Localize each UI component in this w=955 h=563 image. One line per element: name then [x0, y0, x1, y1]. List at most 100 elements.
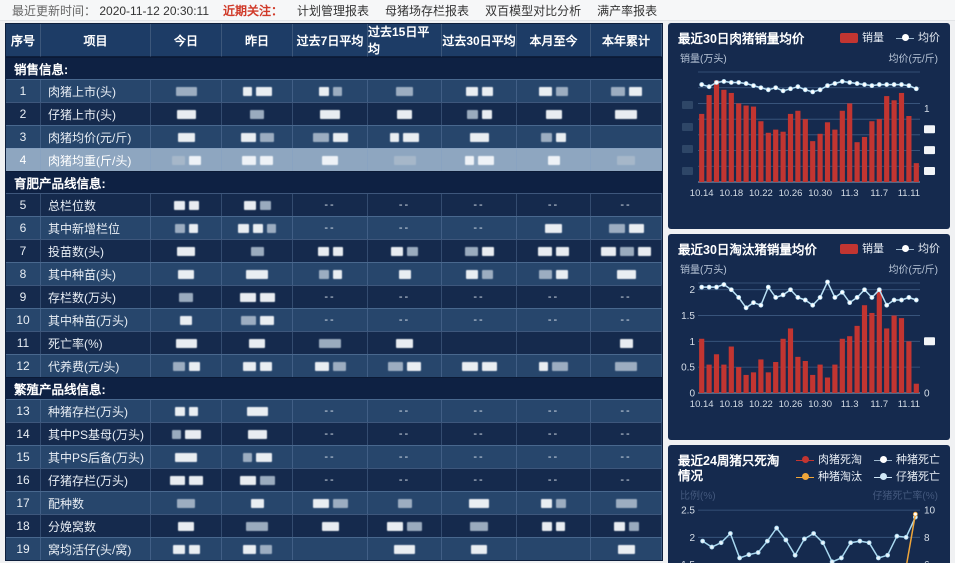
chart-card-1: 最近30日肉猪销量均价 销量 均价销量(万头) 均价(元/斤) 1 10.14 10.18 1… [668, 23, 950, 229]
redacted-block [239, 292, 256, 302]
legend-item[interactable]: 仔猪死亡 [874, 470, 940, 484]
chart-legend: 肉猪死淘 种猪死亡 种猪淘汰 仔猪死亡 [782, 453, 940, 484]
row-index: 15 [6, 446, 41, 468]
chart-head: 最近24周猪只死淘情况 肉猪死淘 种猪死亡 种猪淘汰 仔猪死亡 [678, 453, 940, 484]
redacted-value [151, 155, 221, 165]
empty-value-dashes: -- [473, 405, 485, 417]
chart-plot[interactable]: 1 10.14 10.18 10.22 10.26 10.30 11.3 11.7 11.11 [678, 66, 940, 218]
redacted-value [151, 269, 221, 279]
cell-value [222, 492, 293, 514]
legend-label: 仔猪死亡 [896, 471, 940, 483]
cell-value [591, 263, 662, 285]
empty-value-dashes: -- [324, 428, 336, 440]
cell-value [368, 332, 442, 354]
y-left-axis-name: 比例(%) [680, 491, 716, 502]
table-row[interactable]: 4 肉猪均重(斤/头) [6, 148, 662, 171]
table-row[interactable]: 18 分娩窝数 [6, 514, 662, 537]
redacted-value [368, 361, 441, 371]
redacted-value [222, 86, 292, 96]
redacted-value [368, 109, 441, 119]
redacted-block [556, 246, 569, 256]
report-link[interactable]: 母猪场存栏报表 [385, 3, 470, 18]
chart-title: 最近30日肉猪销量均价 [678, 32, 805, 46]
legend-line-marker [896, 33, 914, 43]
row-label: 窝均活仔(头/窝) [41, 538, 151, 560]
cell-value [442, 103, 517, 125]
cell-value [222, 103, 293, 125]
cell-value [222, 446, 293, 468]
chart-legend: 销量 均价 [840, 242, 940, 256]
redacted-value [293, 109, 367, 119]
legend-item[interactable]: 种猪死亡 [874, 453, 940, 467]
redacted-block [481, 361, 497, 371]
legend-line-marker [796, 455, 814, 465]
cell-value [151, 309, 222, 331]
redacted-value [517, 246, 590, 256]
redacted-value [222, 406, 292, 416]
redacted-block [628, 86, 642, 96]
chart-plot[interactable]: 2.5 2 1.5 10 8 6 [678, 503, 940, 563]
empty-value-dashes: -- [547, 199, 560, 211]
table-row[interactable]: 1 肉猪上市(头) [6, 79, 662, 102]
redacted-block [259, 315, 274, 325]
cell-value: -- [368, 309, 442, 331]
report-link[interactable]: 计划管理报表 [297, 3, 370, 18]
table-row[interactable]: 6 其中新增栏位 -- -- -- [6, 216, 662, 239]
redacted-value [222, 132, 292, 142]
svg-text:10.14: 10.14 [690, 399, 714, 410]
redacted-value [151, 544, 221, 554]
svg-text:11.7: 11.7 [870, 188, 888, 199]
svg-text:10.22: 10.22 [749, 399, 773, 410]
redacted-value [517, 361, 590, 371]
cell-value [517, 217, 591, 239]
chart-plot[interactable]: 21.510.50 010.14 10.18 10.22 10.26 10.30 11.3 1… [678, 277, 940, 429]
table-row[interactable]: 8 其中种苗(头) [6, 262, 662, 285]
table-row[interactable]: 7 投苗数(头) [6, 239, 662, 262]
legend-item[interactable]: 均价 [896, 242, 940, 256]
table-row[interactable]: 10 其中种苗(万头) -- -- -- -- -- [6, 308, 662, 331]
table-row[interactable]: 2 仔猪上市(头) [6, 102, 662, 125]
empty-value-dashes: -- [398, 405, 411, 417]
table-row[interactable]: 5 总栏位数 -- -- -- -- -- [6, 193, 662, 216]
table-row[interactable]: 13 种猪存栏(万头) -- -- -- -- -- [6, 399, 662, 422]
table-row[interactable]: 3 肉猪均价(元/斤) [6, 125, 662, 148]
table-row[interactable]: 15 其中PS后备(万头) -- -- -- -- -- [6, 445, 662, 468]
svg-text:10.18: 10.18 [719, 188, 743, 199]
cell-value [293, 355, 368, 377]
table-row[interactable]: 19 窝均活仔(头/窝) [6, 537, 662, 560]
table-row[interactable]: 12 代养费(元/头) [6, 354, 662, 377]
table-row[interactable]: 17 配种数 [6, 491, 662, 514]
redacted-block [556, 269, 568, 279]
cell-value [442, 149, 517, 171]
y-right-axis-name: 均价(元/斤) [888, 265, 938, 276]
cell-value: -- [517, 469, 591, 491]
cell-value [151, 355, 222, 377]
redacted-block [610, 86, 625, 96]
cell-value: -- [517, 194, 591, 216]
report-link[interactable]: 满产率报表 [597, 3, 658, 18]
axis-name-row: 销量(万头) 均价(元/斤) [678, 50, 940, 65]
cell-value: -- [591, 400, 662, 422]
empty-value-dashes: -- [547, 451, 560, 463]
redacted-value [222, 292, 292, 302]
legend-item[interactable]: 肉猪死淘 [796, 453, 862, 467]
legend-item[interactable]: 种猪淘汰 [796, 470, 862, 484]
report-link[interactable]: 双百模型对比分析 [485, 3, 582, 18]
cell-value [442, 126, 517, 148]
section-row: 繁殖产品线信息: [6, 377, 662, 399]
redacted-value [222, 452, 292, 462]
redacted-value [293, 361, 367, 371]
cell-value [222, 194, 293, 216]
row-label: 死亡率(%) [41, 332, 151, 354]
svg-text:11.7: 11.7 [870, 399, 888, 410]
redacted-block [259, 544, 272, 554]
table-row[interactable]: 14 其中PS基母(万头) -- -- -- -- -- [6, 422, 662, 445]
table-row[interactable]: 9 存栏数(万头) -- -- -- -- -- [6, 285, 662, 308]
redacted-block [388, 361, 403, 371]
legend-item[interactable]: 销量 [840, 242, 884, 256]
table-row[interactable]: 16 仔猪存栏(万头) -- -- -- -- -- [6, 468, 662, 491]
legend-item[interactable]: 均价 [896, 31, 940, 45]
table-row[interactable]: 11 死亡率(%) [6, 331, 662, 354]
legend-item[interactable]: 销量 [840, 31, 884, 45]
